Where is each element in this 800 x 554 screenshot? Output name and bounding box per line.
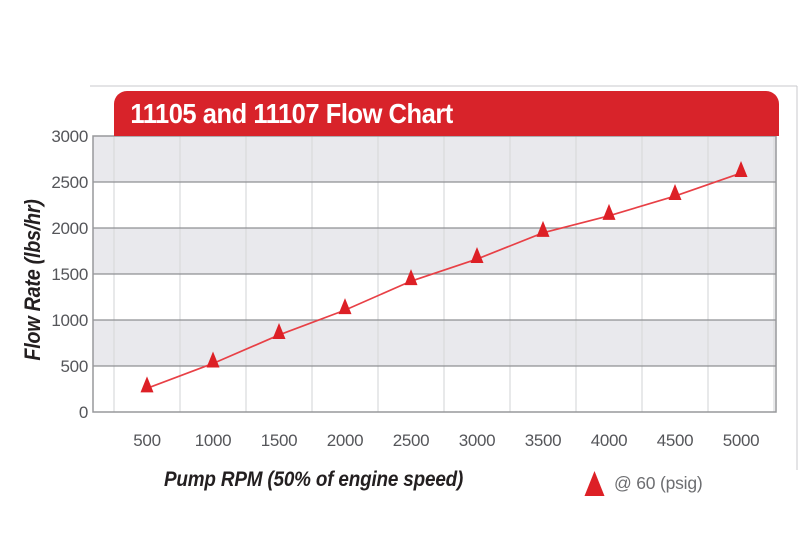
data-point-marker	[338, 298, 352, 315]
data-point-marker	[404, 269, 418, 286]
x-tick-label: 5000	[723, 431, 760, 450]
data-point-marker	[206, 351, 220, 368]
series-line	[146, 172, 742, 390]
legend-triangle-icon	[584, 471, 605, 496]
y-tick-label: 2000	[51, 219, 88, 238]
data-point-marker	[140, 376, 154, 393]
y-tick-label: 1500	[51, 265, 88, 284]
x-tick-label: 2500	[393, 431, 430, 450]
data-point-marker	[668, 184, 682, 201]
y-tick-label: 0	[79, 403, 88, 422]
plot-band	[93, 274, 776, 320]
x-tick-label: 500	[133, 431, 160, 450]
x-tick-label: 1500	[261, 431, 298, 450]
legend: @ 60 (psig)	[584, 470, 703, 497]
x-tick-label: 3000	[459, 431, 496, 450]
data-point-marker	[272, 322, 286, 339]
x-tick-label: 1000	[195, 431, 232, 450]
plot-band	[93, 366, 776, 412]
x-axis-title: Pump RPM (50% of engine speed)	[164, 468, 464, 491]
data-point-marker	[602, 203, 616, 220]
y-tick-label: 1000	[51, 311, 88, 330]
data-point-marker	[470, 247, 484, 264]
x-tick-label: 4000	[591, 431, 628, 450]
plot-band	[93, 320, 776, 366]
legend-label: @ 60 (psig)	[614, 473, 703, 493]
y-axis-title: Flow Rate (lbs/hr)	[20, 199, 45, 361]
x-tick-label: 4500	[657, 431, 694, 450]
y-tick-label: 500	[61, 357, 88, 376]
plot-band	[93, 136, 776, 182]
data-point-marker	[536, 220, 550, 237]
y-tick-label: 2500	[51, 173, 88, 192]
data-point-marker	[734, 161, 748, 178]
y-tick-label: 3000	[51, 127, 88, 146]
x-tick-label: 3500	[525, 431, 562, 450]
plot-band	[93, 182, 776, 228]
chart-title-bar: 11105 and 11107 Flow Chart	[114, 91, 779, 136]
chart-title: 11105 and 11107 Flow Chart	[130, 97, 453, 129]
plot-band	[93, 228, 776, 274]
plot-border	[92, 135, 777, 413]
x-tick-label: 2000	[327, 431, 364, 450]
